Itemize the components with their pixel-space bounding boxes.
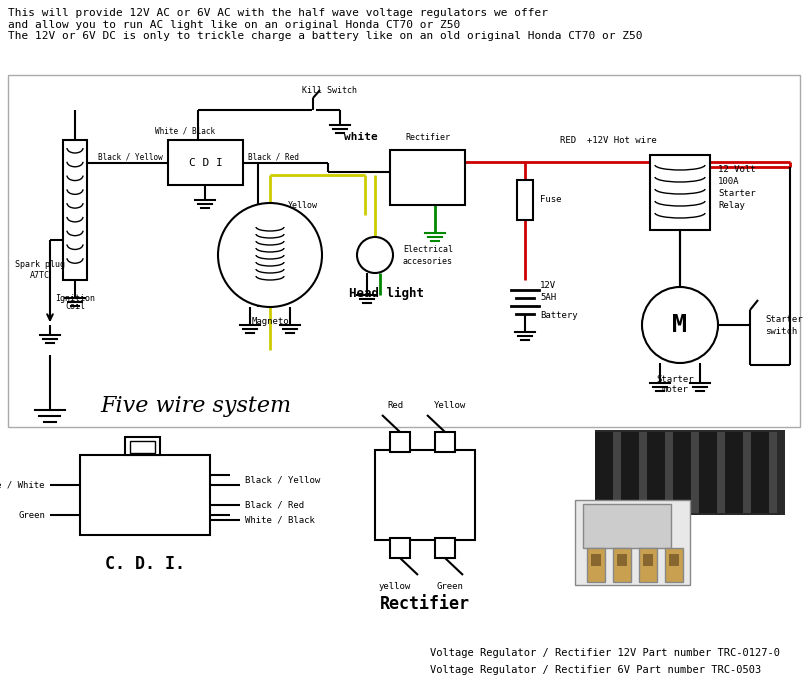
Bar bbox=[125, 437, 160, 455]
Bar bbox=[575, 500, 691, 585]
Bar bbox=[390, 150, 465, 205]
Text: Black / Red: Black / Red bbox=[245, 500, 304, 509]
Bar bbox=[435, 538, 455, 558]
Text: Black / Yellow: Black / Yellow bbox=[245, 475, 320, 484]
Bar bbox=[375, 450, 475, 540]
Text: This will provide 12V AC or 6V AC with the half wave voltage regulators we offer: This will provide 12V AC or 6V AC with t… bbox=[8, 8, 642, 41]
Text: M: M bbox=[672, 313, 688, 337]
Circle shape bbox=[642, 287, 718, 363]
Bar bbox=[591, 554, 601, 566]
Bar bbox=[639, 548, 657, 582]
Text: Relay: Relay bbox=[718, 201, 745, 210]
Text: Green: Green bbox=[437, 582, 464, 591]
Bar bbox=[751, 432, 769, 513]
Text: Voltage Regulator / Rectifier 12V Part number TRC-0127-0: Voltage Regulator / Rectifier 12V Part n… bbox=[430, 648, 780, 658]
Bar bbox=[435, 432, 455, 452]
Text: Blue / White: Blue / White bbox=[0, 480, 45, 489]
Text: Rectifier: Rectifier bbox=[405, 133, 450, 142]
Text: 12V: 12V bbox=[540, 280, 556, 289]
Bar bbox=[691, 432, 699, 513]
Bar bbox=[595, 432, 613, 513]
Bar bbox=[643, 554, 653, 566]
Text: Starter: Starter bbox=[656, 375, 694, 384]
Text: Black / Yellow: Black / Yellow bbox=[98, 153, 163, 162]
Text: accesories: accesories bbox=[403, 256, 453, 265]
Text: Five wire system: Five wire system bbox=[100, 395, 291, 417]
Text: Battery: Battery bbox=[540, 311, 578, 320]
Bar bbox=[80, 455, 210, 535]
Text: Blue/White: Blue/White bbox=[250, 225, 296, 234]
Text: Yellow: Yellow bbox=[288, 200, 318, 209]
Bar bbox=[168, 140, 243, 185]
Bar bbox=[63, 140, 87, 280]
Text: 100A: 100A bbox=[718, 177, 739, 186]
Text: Ignition: Ignition bbox=[55, 294, 95, 303]
Text: Starter: Starter bbox=[718, 189, 756, 198]
Bar bbox=[130, 441, 155, 453]
Bar bbox=[665, 432, 673, 513]
Text: Rectifier: Rectifier bbox=[380, 595, 470, 613]
Text: yellow: yellow bbox=[379, 582, 411, 591]
Text: white: white bbox=[345, 132, 378, 142]
Bar bbox=[613, 548, 631, 582]
Bar bbox=[725, 432, 743, 513]
Bar bbox=[595, 430, 785, 515]
Text: Black / Red: Black / Red bbox=[248, 153, 299, 162]
Text: Red: Red bbox=[387, 401, 403, 410]
Text: Electrical: Electrical bbox=[403, 245, 453, 254]
Bar bbox=[647, 432, 665, 513]
Bar bbox=[769, 432, 777, 513]
Text: C D I: C D I bbox=[188, 158, 222, 167]
Text: Green: Green bbox=[18, 511, 45, 520]
Text: Spark plug
A7TC: Spark plug A7TC bbox=[15, 260, 65, 280]
Bar bbox=[743, 432, 751, 513]
Bar bbox=[390, 538, 410, 558]
Text: Voltage Regulator / Rectifier 6V Part number TRC-0503: Voltage Regulator / Rectifier 6V Part nu… bbox=[430, 665, 761, 675]
Text: moter: moter bbox=[662, 385, 688, 394]
Circle shape bbox=[357, 237, 393, 273]
Text: RED  +12V Hot wire: RED +12V Hot wire bbox=[560, 136, 657, 145]
Bar bbox=[390, 432, 410, 452]
Text: Starter: Starter bbox=[765, 316, 803, 325]
Bar bbox=[717, 432, 725, 513]
Bar bbox=[639, 432, 647, 513]
Text: White / Black: White / Black bbox=[245, 515, 315, 524]
Bar bbox=[669, 554, 679, 566]
Circle shape bbox=[218, 203, 322, 307]
Bar bbox=[613, 432, 621, 513]
Bar bbox=[665, 548, 683, 582]
Bar bbox=[621, 432, 639, 513]
Bar bbox=[650, 155, 710, 230]
Text: White / Black: White / Black bbox=[155, 126, 215, 135]
Bar bbox=[8, 75, 800, 427]
Text: Yellow: Yellow bbox=[434, 401, 466, 410]
Bar bbox=[617, 554, 627, 566]
Bar bbox=[587, 548, 605, 582]
Text: Coil: Coil bbox=[65, 302, 85, 311]
Text: Head light: Head light bbox=[349, 287, 425, 300]
Text: Kill Switch: Kill Switch bbox=[303, 86, 358, 95]
Bar bbox=[673, 432, 691, 513]
Bar bbox=[699, 432, 717, 513]
Text: Fuse: Fuse bbox=[540, 196, 561, 205]
Text: 12 Volt: 12 Volt bbox=[718, 165, 756, 174]
Bar bbox=[583, 504, 671, 548]
Text: Magneto: Magneto bbox=[251, 317, 289, 326]
Text: C. D. I.: C. D. I. bbox=[105, 555, 185, 573]
Text: 5AH: 5AH bbox=[540, 293, 556, 302]
Text: switch: switch bbox=[765, 327, 797, 336]
Bar bbox=[517, 180, 533, 220]
